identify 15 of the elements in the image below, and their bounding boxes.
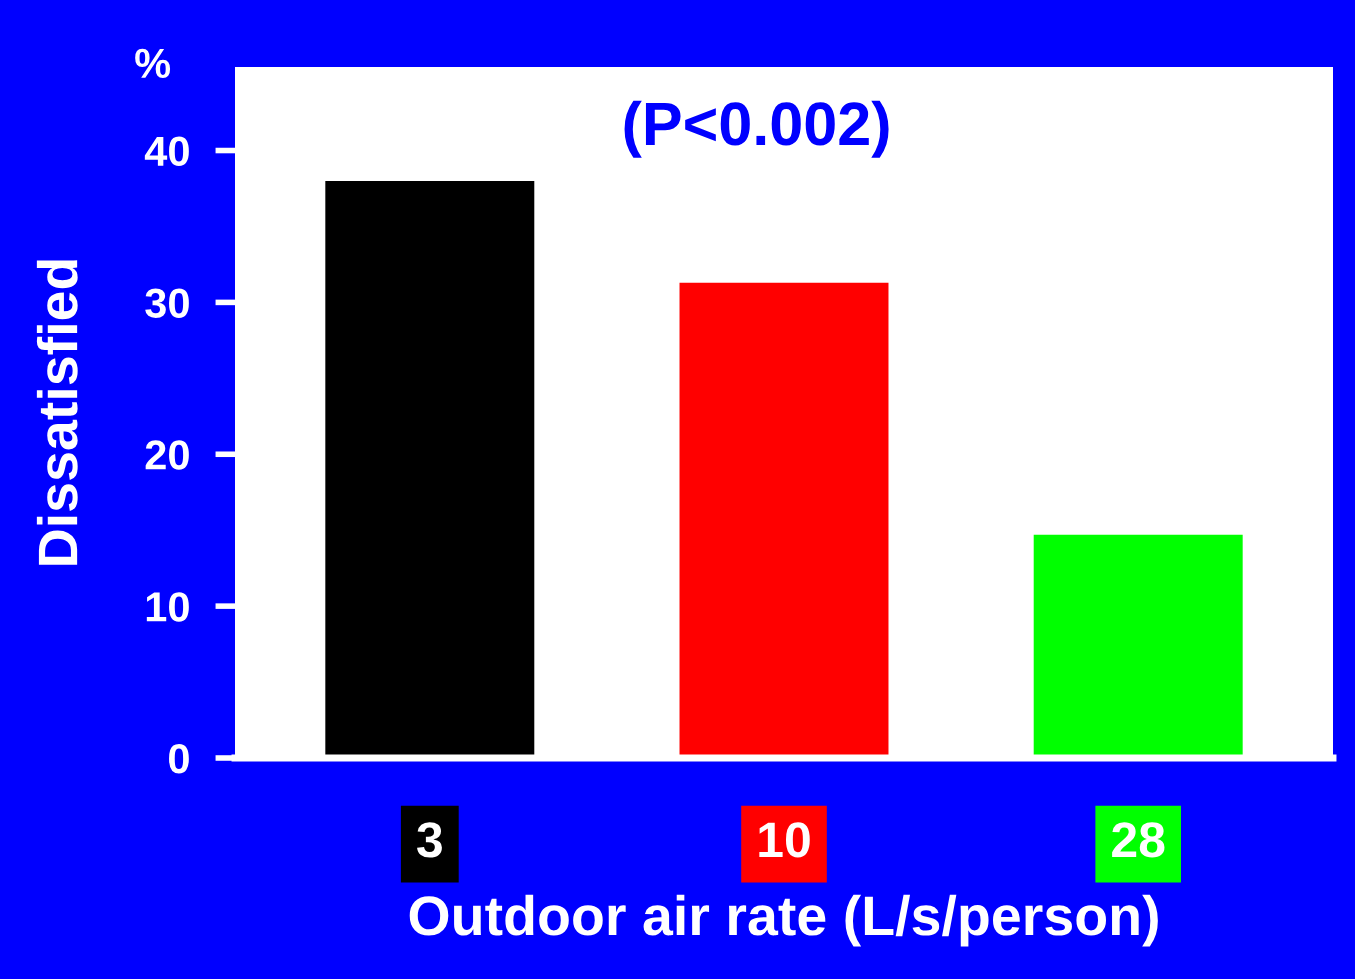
- x-axis-title: Outdoor air rate (L/s/person): [409, 894, 1158, 947]
- bar: [1033, 534, 1243, 758]
- y-axis-title: Dissatisfied: [36, 260, 78, 565]
- bar: [325, 180, 535, 758]
- x-tick-label: 10: [759, 822, 810, 858]
- bar: [679, 282, 889, 758]
- y-tick-label: 0: [169, 744, 189, 774]
- x-tick-label: 3: [417, 822, 442, 858]
- y-tick-label: 30: [145, 288, 189, 318]
- text: %: [135, 48, 171, 79]
- y-tick-label: 40: [144, 136, 189, 167]
- x-tick-label: 28: [1112, 822, 1165, 858]
- y-tick-label: 10: [146, 592, 189, 622]
- annotation: (P<0.002): [624, 100, 889, 158]
- y-tick-label: 20: [145, 440, 189, 470]
